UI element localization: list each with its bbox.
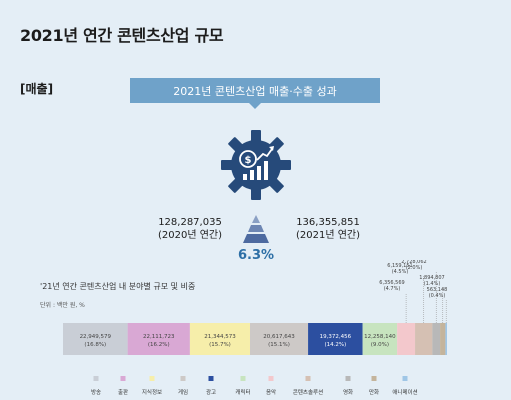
- legend-swatch: [371, 376, 377, 381]
- legend-label: 광고: [206, 389, 216, 396]
- bar-segment: [362, 323, 398, 355]
- bar-segment: [440, 323, 446, 355]
- legend-label: 게임: [178, 388, 188, 396]
- bar-value-label: 1,894,807: [419, 275, 444, 281]
- growth-rate: 6.3%: [237, 248, 275, 263]
- bar-value-label: 20,617,643: [263, 334, 295, 340]
- bar-value-label: 2,728,062: [401, 260, 426, 265]
- bar-share-label: (15.1%): [268, 342, 290, 348]
- pyramid-icon: [243, 215, 269, 243]
- bar-segment: [432, 323, 441, 355]
- bar-segment: [189, 323, 251, 355]
- legend-swatch: [149, 376, 155, 381]
- prev-year-value: 128,287,035: [158, 217, 222, 228]
- svg-text:$: $: [245, 155, 252, 166]
- legend-swatch: [240, 376, 246, 381]
- unit-label: 단위 : 백만 원, %: [40, 302, 85, 309]
- bar-value-label: 6,356,569: [379, 280, 404, 286]
- bar-segment: [250, 323, 309, 355]
- bar-value-label: 22,111,723: [143, 334, 175, 340]
- legend-label: 콘텐츠솔루션: [293, 388, 323, 396]
- legend-swatch: [345, 376, 351, 381]
- prev-year-label: (2020년 연간): [157, 230, 223, 241]
- legend-swatch: [120, 376, 126, 381]
- bar-value-label: 6,159,151: [387, 263, 412, 269]
- legend-swatch: [268, 376, 274, 381]
- bar-segment: [127, 323, 190, 355]
- legend-label: 음악: [266, 388, 276, 396]
- bar-value-label: 19,372,456: [320, 334, 352, 340]
- curr-year-value: 136,355,851: [296, 217, 360, 228]
- legend-swatch: [402, 376, 408, 381]
- bar-share-label: (0.4%): [429, 293, 446, 299]
- bar-value-label: 21,344,573: [204, 334, 236, 340]
- bar-segment: [308, 323, 363, 355]
- bar-segment: [397, 323, 416, 355]
- bar-value-label: 563,148: [427, 287, 448, 293]
- bar-value-label: 12,258,140: [364, 334, 396, 340]
- bar-share-label: (16.2%): [148, 342, 170, 348]
- gear-growth-icon: $: [221, 130, 291, 200]
- stacked-bar-chart: 22,949,579 (16.8%) 22,111,723 (16.2%) 21,344…: [63, 260, 448, 396]
- chart-subtitle: '21년 연간 콘텐츠산업 내 분야별 규모 및 비중: [40, 282, 196, 291]
- banner-pointer: [249, 103, 261, 109]
- bar-share-label: (4.7%): [384, 286, 401, 292]
- bar-share-label: (9.0%): [371, 342, 389, 348]
- legend-label: 출판: [118, 388, 128, 396]
- bar-segment: [63, 323, 128, 355]
- legend-swatch: [180, 376, 186, 381]
- bar-segment: [445, 323, 447, 355]
- legend-label: 애니메이션: [392, 388, 417, 396]
- legend-label: 캐릭터: [235, 388, 250, 396]
- curr-year-label: (2021년 연간): [295, 230, 361, 241]
- bar-share-label: (16.8%): [84, 342, 106, 348]
- legend-label: 영화: [343, 388, 353, 396]
- bar-share-label: (4.5%): [392, 269, 409, 275]
- bar-value-label: 22,949,579: [80, 334, 112, 340]
- bar-share-label: (1.4%): [424, 281, 441, 287]
- curr-year-total: 136,355,851 (2021년 연간): [283, 216, 373, 242]
- page-title: 2021년 연간 콘텐츠산업 규모: [20, 26, 224, 45]
- legend-label: 방송: [91, 388, 101, 396]
- bar-share-label: (15.7%): [209, 342, 231, 348]
- prev-year-total: 128,287,035 (2020년 연간): [145, 216, 235, 242]
- section-label: [매출]: [20, 82, 54, 96]
- legend-swatch: [93, 376, 99, 381]
- bar-share-label: (14.2%): [324, 342, 346, 348]
- legend-swatch: [208, 376, 214, 381]
- bar-segment: [415, 323, 433, 355]
- legend-label: 만화: [369, 388, 379, 396]
- banner: 2021년 콘텐츠산업 매출·수출 성과: [130, 78, 380, 103]
- bar-share-label: (2.0%): [406, 265, 423, 271]
- legend-label: 지식정보: [142, 388, 162, 396]
- legend-swatch: [305, 376, 311, 381]
